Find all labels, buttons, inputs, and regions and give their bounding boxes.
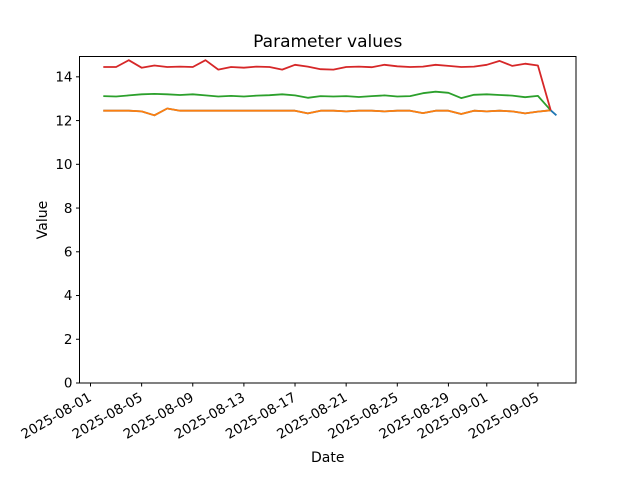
y-tick-label: 2 xyxy=(64,332,73,348)
y-tick-label: 4 xyxy=(64,288,73,304)
plot-area xyxy=(79,56,576,383)
y-tick-label: 10 xyxy=(55,157,72,173)
y-axis-label: Value xyxy=(35,201,51,239)
chart-title: Parameter values xyxy=(253,32,402,52)
series-green-line xyxy=(103,90,552,111)
y-tick-label: 14 xyxy=(55,70,72,86)
x-axis-label: Date xyxy=(311,450,344,466)
plot-frame xyxy=(79,56,577,384)
series-layer xyxy=(103,59,557,117)
y-tick-label: 8 xyxy=(64,201,73,217)
y-tick-label: 0 xyxy=(64,376,73,392)
series-red-line xyxy=(103,59,552,111)
y-tick-label: 6 xyxy=(64,244,73,260)
series-orange-line xyxy=(103,107,551,117)
y-tick-label: 12 xyxy=(55,113,72,129)
